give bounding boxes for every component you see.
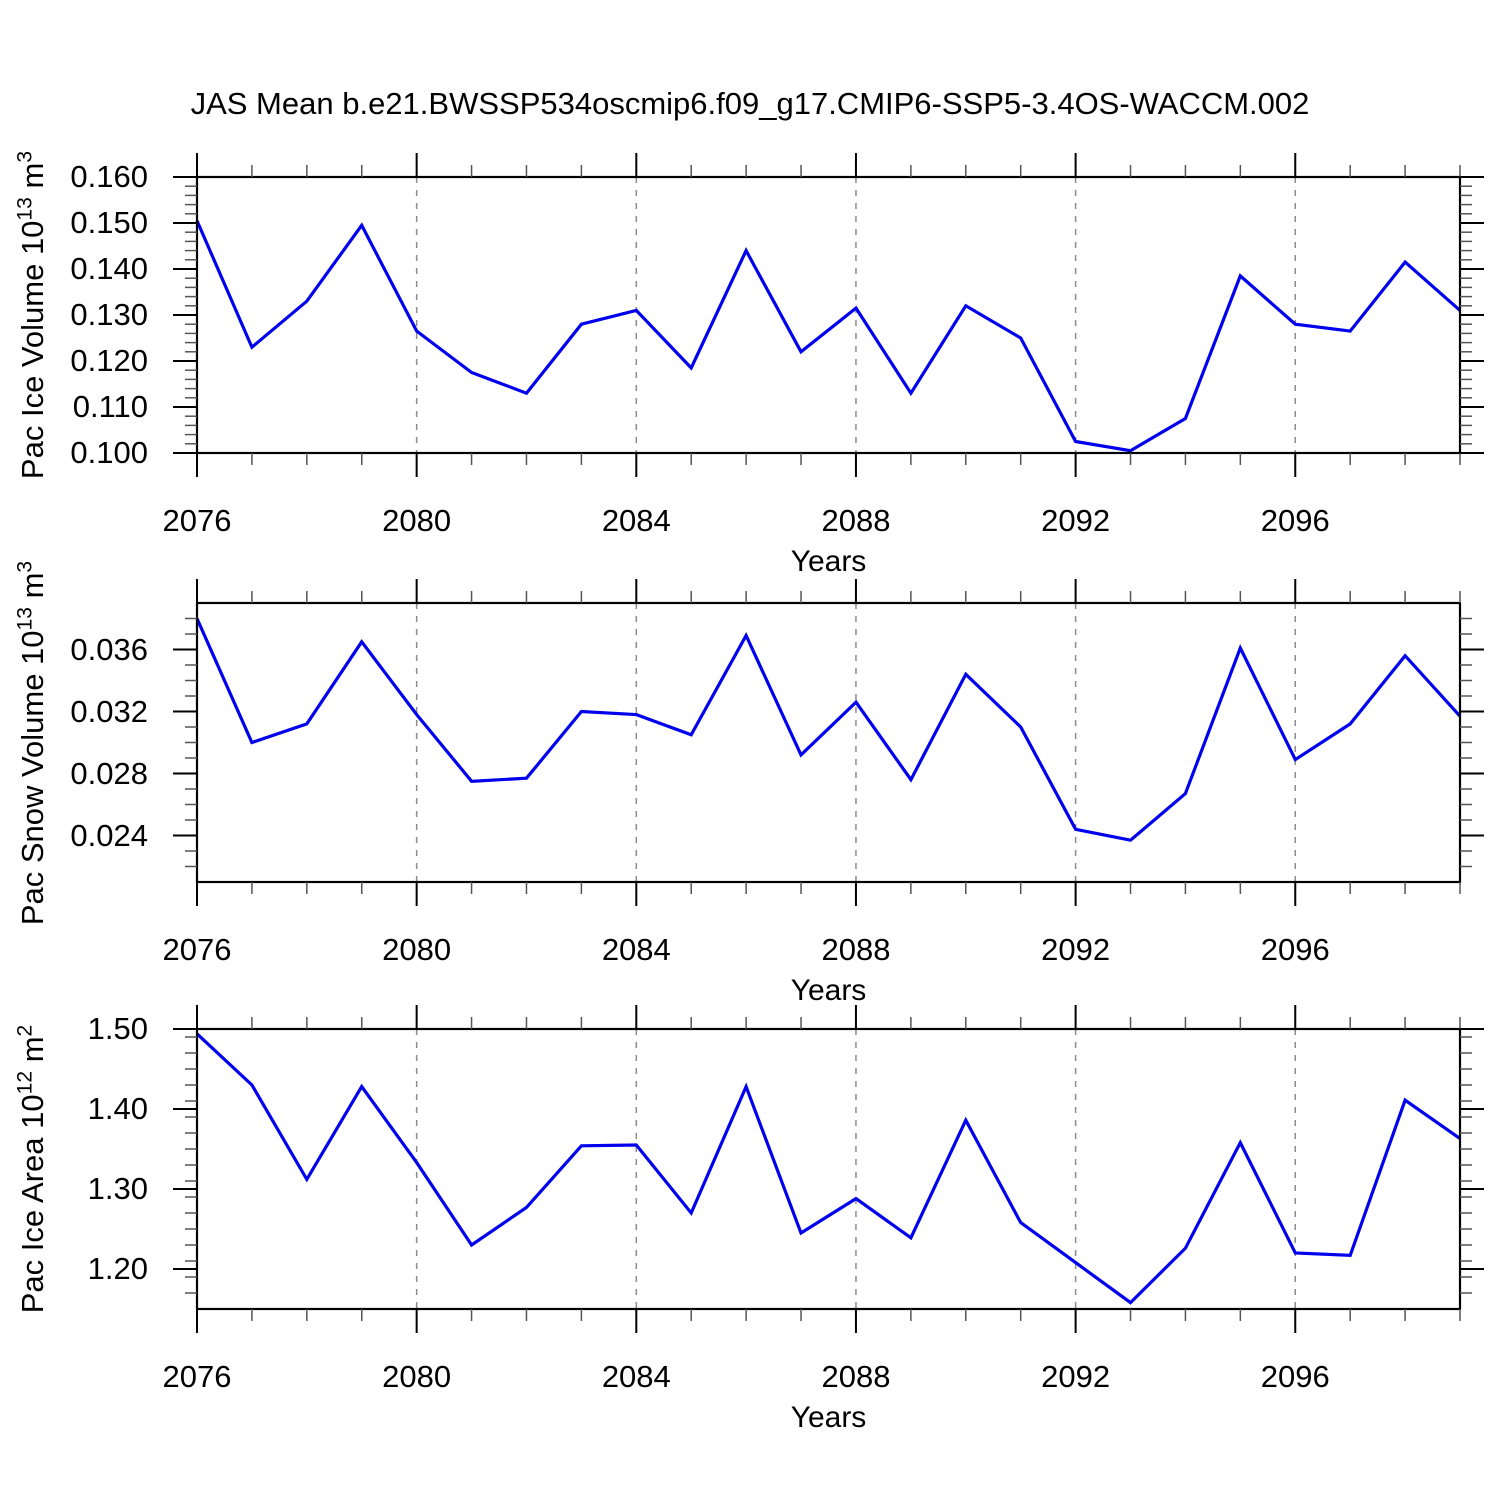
chart-title: JAS Mean b.e21.BWSSP534oscmip6.f09_g17.C… [190,86,1310,121]
x-tick-label: 2084 [601,932,671,967]
unit-exponent-text: 3 [13,560,37,573]
y-tick-label: 0.120 [70,343,148,378]
x-axis-title: Years [790,974,867,1007]
y-axis-unit-text: m [15,572,50,607]
x-tick-label: 2076 [162,932,232,967]
y-tick-label: 0.100 [70,435,148,470]
x-tick-label: 2088 [821,1359,891,1394]
x-tick-label: 2096 [1260,932,1330,967]
y-tick-label: 0.036 [70,631,148,667]
x-tick-label: 2084 [601,1359,671,1394]
y-tick-label: 0.150 [70,205,148,240]
exponent-text: 13 [13,606,37,630]
y-tick-label: 0.110 [72,389,148,424]
x-axis-title: Years [790,545,867,578]
y-tick-label: 0.024 [70,817,148,853]
x-tick-label: 2076 [162,1359,232,1394]
y-tick-label: 1.20 [87,1251,148,1286]
x-tick-label: 2088 [821,503,891,538]
x-tick-label: 2088 [821,932,891,967]
y-axis-label-pac-snow-volume: Pac Snow Volume 1013 m3 [13,560,50,924]
y-tick-label: 0.032 [70,693,148,729]
y-tick-label: 1.50 [87,1011,148,1046]
x-tick-label: 2096 [1260,1359,1330,1394]
x-tick-label: 2080 [382,932,452,967]
x-tick-label: 2092 [1041,932,1111,967]
y-tick-label: 1.30 [87,1171,148,1206]
x-tick-label: 2084 [601,503,671,538]
y-tick-label: 0.140 [70,251,148,286]
y-tick-label: 0.160 [70,159,148,194]
y-tick-label: 1.40 [87,1091,148,1126]
y-tick-label: 0.130 [70,297,148,332]
x-axis-title: Years [790,1401,867,1434]
x-tick-label: 2096 [1260,503,1330,538]
y-tick-label: 0.028 [70,755,148,791]
x-tick-label: 2080 [382,503,452,538]
x-tick-label: 2092 [1041,1359,1111,1394]
x-tick-label: 2092 [1041,503,1111,538]
x-tick-label: 2076 [162,503,232,538]
x-tick-label: 2080 [382,1359,452,1394]
